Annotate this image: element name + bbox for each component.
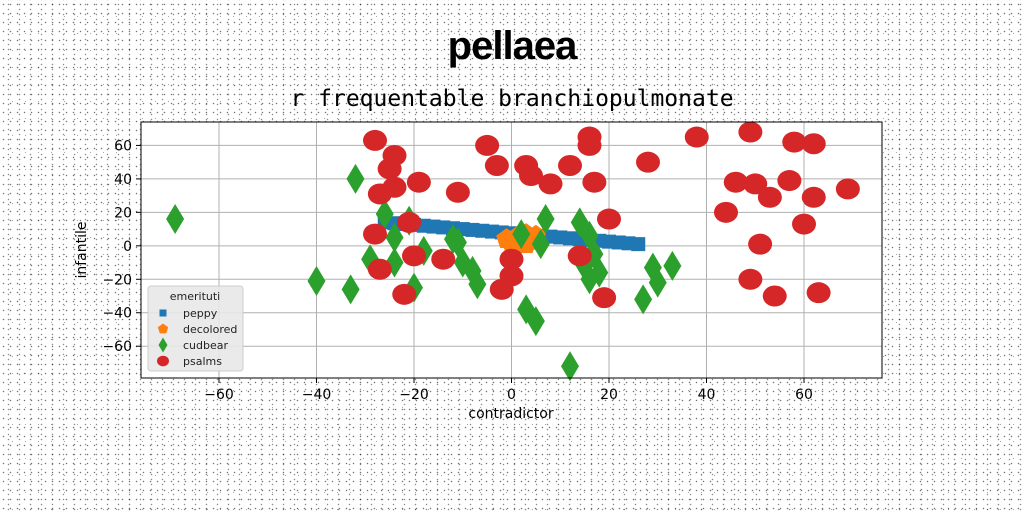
- x-axis-label: contradictor: [468, 406, 553, 422]
- x-tick-label: 0: [507, 387, 516, 403]
- psalms-point: [743, 173, 768, 195]
- legend-title: emerituti: [170, 290, 220, 303]
- y-tick-label: 20: [114, 205, 132, 221]
- legend-label-cudbear: cudbear: [183, 339, 228, 352]
- psalms-point: [777, 170, 802, 192]
- psalms-point: [582, 171, 607, 193]
- psalms-point: [567, 245, 592, 267]
- psalms-point: [406, 171, 431, 193]
- psalms-point: [499, 248, 524, 270]
- x-tick-label: 20: [600, 387, 618, 403]
- cudbear-point: [346, 163, 365, 194]
- psalms-point: [558, 155, 582, 177]
- chart-title: pellaea: [447, 24, 578, 68]
- psalms-point: [738, 268, 763, 290]
- y-tick-label: 40: [114, 172, 132, 188]
- psalms-point: [475, 134, 500, 156]
- cudbear-point: [531, 229, 550, 260]
- psalms-point: [636, 151, 660, 173]
- cudbear-point: [375, 199, 394, 230]
- psalms-point: [445, 181, 470, 203]
- psalms-point: [538, 173, 563, 195]
- cudbear-point: [307, 265, 326, 296]
- psalms-point: [377, 158, 402, 180]
- psalms-point: [782, 131, 807, 153]
- cudbear-point: [663, 250, 682, 281]
- psalms-point: [748, 233, 773, 255]
- psalms-point: [597, 208, 621, 230]
- psalms-point: [499, 265, 524, 287]
- psalms-point: [363, 223, 387, 245]
- y-tick-label: 60: [114, 138, 132, 154]
- psalms-point: [762, 285, 787, 307]
- cudbear-point: [634, 284, 653, 315]
- legend-marker-decolored: [157, 323, 169, 334]
- psalms-point: [431, 248, 456, 270]
- cudbear-point: [590, 257, 609, 288]
- psalms-point: [363, 129, 387, 151]
- peppy-point: [631, 237, 646, 252]
- x-tick-label: 40: [698, 387, 716, 403]
- psalms-point: [806, 282, 831, 304]
- x-tick-label: 60: [795, 387, 813, 403]
- legend-marker-cudbear: [158, 337, 168, 353]
- psalms-point: [684, 126, 709, 148]
- psalms-point: [484, 155, 509, 177]
- psalms-point: [757, 186, 782, 208]
- psalms-point: [519, 165, 543, 187]
- psalms-point: [801, 133, 826, 155]
- x-tick-label: −40: [302, 387, 332, 403]
- legend-label-decolored: decolored: [183, 323, 237, 336]
- cudbear-point: [341, 274, 360, 305]
- psalms-point: [367, 183, 392, 205]
- cudbear-point: [561, 351, 579, 382]
- y-tick-label: −60: [102, 339, 132, 355]
- cudbear-point: [468, 269, 487, 300]
- x-tick-label: −60: [204, 387, 234, 403]
- cudbear-point: [526, 306, 545, 337]
- psalms-point: [392, 283, 417, 305]
- cudbear-point: [385, 222, 404, 253]
- legend-box: [147, 285, 244, 372]
- legend-label-peppy: peppy: [183, 307, 218, 320]
- legend-label-psalms: psalms: [183, 355, 222, 368]
- cudbear-point: [512, 219, 531, 250]
- psalms-point: [714, 201, 738, 223]
- y-axis-label: infantile: [74, 221, 90, 278]
- x-tick-label: −20: [399, 387, 429, 403]
- psalms-point: [835, 178, 860, 200]
- legend-marker-peppy: [159, 309, 167, 317]
- psalms-point: [738, 121, 763, 143]
- psalms-point: [577, 126, 602, 148]
- y-tick-label: −40: [102, 306, 132, 322]
- psalms-point: [592, 287, 617, 309]
- psalms-point: [397, 211, 422, 233]
- psalms-point: [367, 258, 392, 280]
- cudbear-point: [166, 204, 185, 235]
- cudbear-point: [536, 204, 555, 235]
- legend-marker-psalms: [157, 355, 169, 367]
- psalms-point: [723, 171, 748, 193]
- psalms-point: [402, 245, 426, 267]
- axis-ticks: −60 −40 −20 0 20 40 60 −60 −40 −20 0 20 40 60: [102, 138, 812, 403]
- psalms-point: [792, 213, 816, 235]
- cudbear-point: [648, 267, 667, 298]
- y-tick-label: −20: [102, 272, 132, 288]
- legend: emerituti peppy decolored cudbear psalms: [147, 285, 244, 372]
- data-series: [166, 121, 860, 382]
- psalms-point: [801, 186, 826, 208]
- chart-subtitle: r frequentable branchiopulmonate: [290, 86, 734, 112]
- y-tick-label: 0: [123, 239, 132, 255]
- series-psalms: [363, 121, 860, 309]
